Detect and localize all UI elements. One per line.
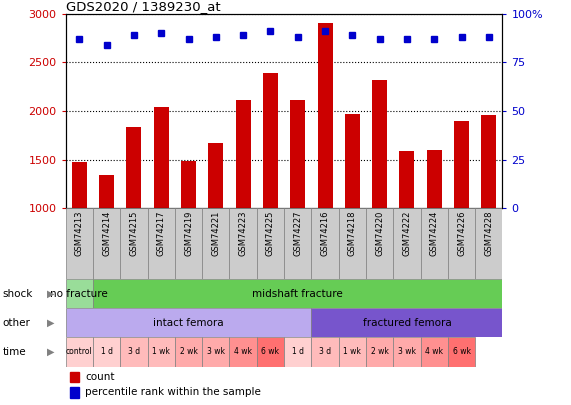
Text: GSM74218: GSM74218 <box>348 210 357 256</box>
Text: 1 wk: 1 wk <box>152 347 170 356</box>
Text: GSM74216: GSM74216 <box>320 210 329 256</box>
FancyBboxPatch shape <box>339 208 366 279</box>
Bar <box>317 23 332 208</box>
FancyBboxPatch shape <box>202 337 230 367</box>
Text: 2 wk: 2 wk <box>180 347 198 356</box>
Text: 6 wk: 6 wk <box>453 347 471 356</box>
FancyBboxPatch shape <box>66 208 93 279</box>
Bar <box>99 175 114 208</box>
FancyBboxPatch shape <box>284 208 311 279</box>
Text: 3 wk: 3 wk <box>398 347 416 356</box>
Text: 1 d: 1 d <box>100 347 112 356</box>
FancyBboxPatch shape <box>202 208 230 279</box>
Text: ▶: ▶ <box>47 289 54 298</box>
FancyBboxPatch shape <box>311 208 339 279</box>
FancyBboxPatch shape <box>421 208 448 279</box>
FancyBboxPatch shape <box>175 337 202 367</box>
Bar <box>126 128 142 208</box>
Text: control: control <box>66 347 93 356</box>
Text: GSM74226: GSM74226 <box>457 210 466 256</box>
FancyBboxPatch shape <box>257 337 284 367</box>
Text: 2 wk: 2 wk <box>371 347 388 356</box>
Bar <box>345 114 360 208</box>
Text: 1 d: 1 d <box>292 347 304 356</box>
Text: GSM74228: GSM74228 <box>484 210 493 256</box>
Text: ▶: ▶ <box>47 318 54 328</box>
Text: 4 wk: 4 wk <box>425 347 443 356</box>
FancyBboxPatch shape <box>230 208 257 279</box>
Text: GSM74227: GSM74227 <box>293 210 302 256</box>
Bar <box>481 115 496 208</box>
Bar <box>263 73 278 208</box>
FancyBboxPatch shape <box>475 208 502 279</box>
Text: GSM74225: GSM74225 <box>266 210 275 256</box>
FancyBboxPatch shape <box>175 208 202 279</box>
Text: 6 wk: 6 wk <box>262 347 279 356</box>
FancyBboxPatch shape <box>448 337 475 367</box>
FancyBboxPatch shape <box>147 208 175 279</box>
Bar <box>208 143 223 208</box>
Text: GSM74222: GSM74222 <box>403 210 412 256</box>
Bar <box>372 80 387 208</box>
Text: other: other <box>3 318 31 328</box>
Text: 1 wk: 1 wk <box>343 347 361 356</box>
Text: midshaft fracture: midshaft fracture <box>252 289 343 298</box>
FancyBboxPatch shape <box>421 337 448 367</box>
Text: percentile rank within the sample: percentile rank within the sample <box>85 387 261 397</box>
Text: no fracture: no fracture <box>50 289 108 298</box>
Bar <box>154 107 168 208</box>
Bar <box>181 160 196 208</box>
Text: fractured femora: fractured femora <box>363 318 451 328</box>
FancyBboxPatch shape <box>257 208 284 279</box>
Bar <box>70 372 79 382</box>
FancyBboxPatch shape <box>366 337 393 367</box>
FancyBboxPatch shape <box>284 337 311 367</box>
Text: intact femora: intact femora <box>153 318 224 328</box>
Text: GSM74217: GSM74217 <box>156 210 166 256</box>
FancyBboxPatch shape <box>393 208 421 279</box>
Bar <box>454 121 469 208</box>
FancyBboxPatch shape <box>393 337 421 367</box>
Text: 3 d: 3 d <box>128 347 140 356</box>
Text: GSM74219: GSM74219 <box>184 210 193 256</box>
Text: count: count <box>85 372 115 382</box>
FancyBboxPatch shape <box>311 308 502 337</box>
Text: GSM74223: GSM74223 <box>239 210 248 256</box>
Text: 3 wk: 3 wk <box>207 347 225 356</box>
Bar <box>70 387 79 398</box>
Bar <box>72 162 87 208</box>
FancyBboxPatch shape <box>93 208 120 279</box>
Text: GSM74213: GSM74213 <box>75 210 84 256</box>
Text: GSM74221: GSM74221 <box>211 210 220 256</box>
FancyBboxPatch shape <box>230 337 257 367</box>
FancyBboxPatch shape <box>120 208 147 279</box>
FancyBboxPatch shape <box>66 337 93 367</box>
Text: time: time <box>3 347 26 357</box>
Text: GSM74220: GSM74220 <box>375 210 384 256</box>
FancyBboxPatch shape <box>311 337 339 367</box>
Text: GDS2020 / 1389230_at: GDS2020 / 1389230_at <box>66 0 220 13</box>
FancyBboxPatch shape <box>448 208 475 279</box>
Bar <box>427 150 442 208</box>
FancyBboxPatch shape <box>93 337 120 367</box>
Bar <box>290 100 305 208</box>
Text: shock: shock <box>3 289 33 298</box>
Text: ▶: ▶ <box>47 347 54 357</box>
Text: GSM74224: GSM74224 <box>430 210 439 256</box>
FancyBboxPatch shape <box>66 308 311 337</box>
Bar <box>236 100 251 208</box>
FancyBboxPatch shape <box>120 337 147 367</box>
FancyBboxPatch shape <box>366 208 393 279</box>
Text: 3 d: 3 d <box>319 347 331 356</box>
Text: GSM74215: GSM74215 <box>130 210 138 256</box>
FancyBboxPatch shape <box>93 279 502 308</box>
FancyBboxPatch shape <box>339 337 366 367</box>
Bar <box>400 151 415 208</box>
Text: 4 wk: 4 wk <box>234 347 252 356</box>
FancyBboxPatch shape <box>66 279 93 308</box>
Text: GSM74214: GSM74214 <box>102 210 111 256</box>
FancyBboxPatch shape <box>147 337 175 367</box>
